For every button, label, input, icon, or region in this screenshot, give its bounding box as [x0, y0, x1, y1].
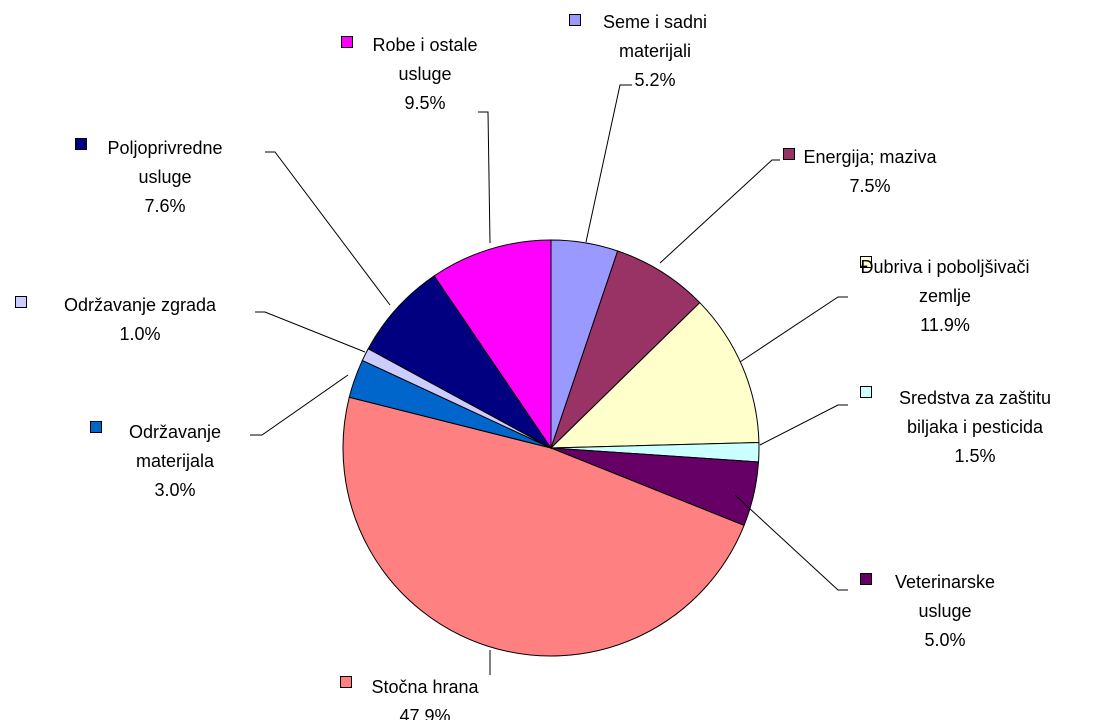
legend-key [569, 14, 581, 26]
slice-value: 3.0% [154, 480, 196, 500]
slice-label: Poljoprivredne usluge 7.6% [90, 134, 240, 221]
slice-value: 11.9% [920, 315, 970, 335]
legend-key [15, 296, 27, 308]
slice-name: Veterinarske usluge [894, 572, 996, 621]
slice-value: 1.5% [954, 446, 996, 466]
slice-label: Seme i sadni materijali 5.2% [580, 8, 730, 95]
slice-value: 5.2% [634, 70, 676, 90]
leader-line [739, 296, 848, 363]
slice-value: 1.0% [119, 324, 161, 344]
pie-slice [433, 239, 552, 450]
slice-name: Održavanje zgrada [63, 295, 217, 315]
slice-value: 47.9% [399, 706, 451, 720]
slice-name: Stočna hrana [371, 677, 479, 697]
slice-name: Robe i ostale usluge [372, 35, 478, 84]
slice-name: Energija; maziva [803, 147, 937, 167]
slice-name: Đubriva i poboljšivači zemlje [860, 257, 1030, 306]
slice-value: 5.0% [924, 630, 966, 650]
legend-key [341, 36, 353, 48]
legend-key [75, 138, 87, 150]
slice-label: Održavanje materijala 3.0% [105, 418, 245, 505]
leader-line [478, 111, 491, 244]
slice-label: Veterinarske usluge 5.0% [880, 568, 1010, 655]
leader-line [255, 311, 366, 353]
slice-label: Đubriva i poboljšivači zemlje 11.9% [858, 253, 1033, 340]
legend-key [783, 148, 795, 160]
slice-name: Seme i sadni materijali [602, 12, 708, 61]
legend-key [860, 256, 872, 268]
slice-label: Energija; maziva 7.5% [770, 143, 970, 201]
leader-line [659, 159, 780, 264]
leader-line [759, 404, 848, 446]
slice-value: 7.5% [849, 176, 891, 196]
legend-key [90, 421, 102, 433]
pie-slice [549, 301, 760, 449]
slice-label: Sredstva za zaštitu biljaka i pesticida 1… [885, 384, 1065, 471]
leader-line [250, 374, 349, 436]
legend-key [860, 573, 872, 585]
slice-name: Održavanje materijala [128, 422, 222, 471]
slice-value: 9.5% [404, 93, 446, 113]
slice-name: Poljoprivredne usluge [107, 138, 223, 187]
slice-name: Sredstva za zaštitu biljaka i pesticida [898, 388, 1052, 437]
legend-key [340, 676, 352, 688]
leader-line [585, 84, 632, 243]
leader-line [734, 494, 848, 591]
slice-label: Održavanje zgrada 1.0% [20, 291, 260, 349]
pie-slice [342, 396, 745, 657]
legend-key [860, 386, 872, 398]
pie-slice [367, 275, 552, 449]
pie-slice [550, 250, 701, 449]
slice-label: Stočna hrana 47.9% [325, 673, 525, 720]
slice-label: Robe i ostale usluge 9.5% [350, 31, 500, 118]
leader-line [265, 151, 391, 306]
slice-value: 7.6% [144, 196, 186, 216]
